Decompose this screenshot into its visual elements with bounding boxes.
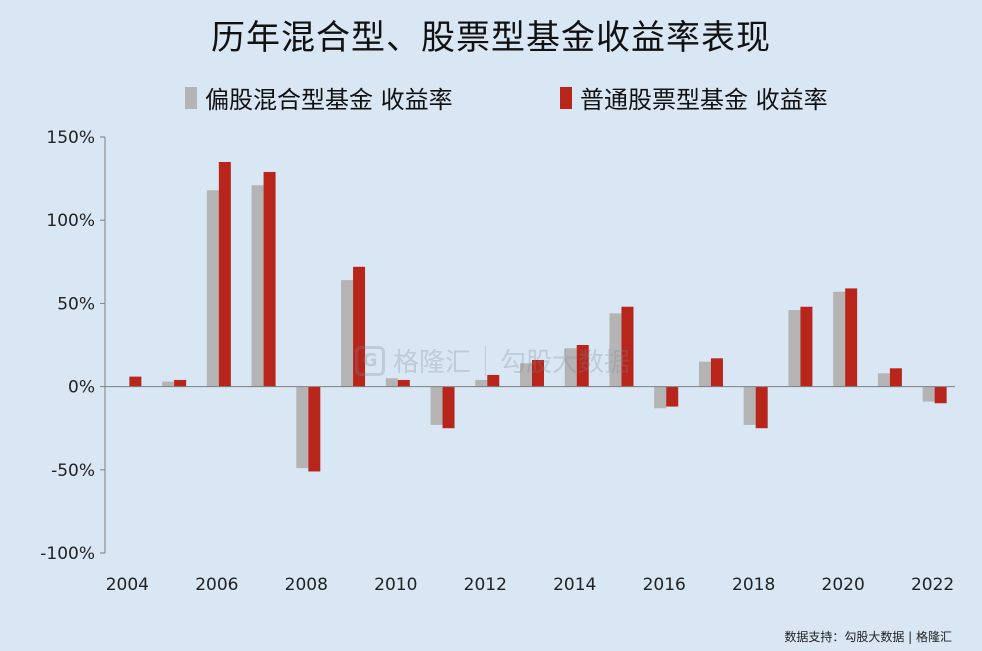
- bar-series-2: [129, 376, 142, 387]
- bar-series-2: [487, 374, 500, 387]
- y-tick-label: 0%: [68, 378, 95, 398]
- bar-series-1: [743, 386, 756, 425]
- legend-label-series-2: 普通股票型基金 收益率: [580, 86, 828, 114]
- x-tick-label: 2014: [553, 575, 596, 595]
- bar-series-1: [922, 386, 935, 402]
- bar-series-2: [218, 161, 231, 387]
- bar-series-1: [385, 378, 398, 387]
- x-tick-label: 2012: [464, 575, 507, 595]
- bar-series-2: [934, 386, 947, 404]
- bar-series-1: [609, 313, 622, 387]
- bar-series-2: [710, 358, 723, 387]
- chart-title: 历年混合型、股票型基金收益率表现: [211, 18, 771, 58]
- legend-item-series-2: 普通股票型基金 收益率: [560, 80, 828, 115]
- bar-series-1: [520, 363, 532, 387]
- bar-series-2: [576, 345, 589, 387]
- bar-series-1: [206, 190, 219, 387]
- y-tick-label: 50%: [57, 294, 95, 314]
- bar-series-1: [475, 379, 488, 387]
- x-tick-label: 2018: [732, 575, 775, 595]
- bar-series-1: [833, 291, 846, 387]
- bar-series-2: [397, 379, 410, 387]
- bar-series-2: [621, 306, 634, 387]
- bar-series-2: [442, 386, 455, 429]
- legend: 偏股混合型基金 收益率 普通股票型基金 收益率: [0, 80, 982, 114]
- x-tick-label: 2006: [195, 575, 238, 595]
- x-tick-label: 2008: [285, 575, 328, 595]
- bar-series-2: [174, 379, 187, 387]
- bar-series-1: [698, 361, 711, 387]
- bar-series-2: [666, 386, 679, 407]
- legend-swatch-series-2: [560, 86, 572, 109]
- bar-series-2: [800, 306, 813, 387]
- bar-series-1: [162, 381, 175, 387]
- bar-series-1: [251, 185, 264, 387]
- y-tick-label: -50%: [51, 461, 95, 481]
- y-tick-label: 150%: [46, 128, 95, 148]
- legend-swatch-series-1: [185, 86, 197, 109]
- bar-series-1: [341, 280, 354, 387]
- bar-series-2: [889, 368, 902, 387]
- bar-series-1: [788, 310, 801, 387]
- data-source-footer: 数据支持：勾股大数据 | 格隆汇: [784, 630, 952, 644]
- bar-series-1: [564, 348, 577, 387]
- bar-series-1: [430, 386, 443, 425]
- bar-series-2: [308, 386, 321, 472]
- x-tick-label: 2010: [374, 575, 417, 595]
- bar-series-2: [845, 288, 858, 387]
- bar-series-1: [654, 386, 667, 409]
- bar-series-1: [296, 386, 309, 469]
- bar-series-2: [263, 171, 276, 387]
- x-tick-label: 2004: [106, 575, 149, 595]
- legend-item-series-1: 偏股混合型基金 收益率: [185, 80, 453, 115]
- bar-series-2: [532, 359, 544, 387]
- x-tick-label: 2020: [822, 575, 865, 595]
- x-tick-label: 2016: [643, 575, 686, 595]
- x-tick-label: 2022: [911, 575, 954, 595]
- bar-series-2: [353, 266, 366, 387]
- y-tick-label: -100%: [40, 544, 95, 564]
- bar-series-2: [755, 386, 768, 429]
- y-tick-label: 100%: [46, 211, 95, 231]
- bar-series-1: [877, 373, 890, 387]
- legend-label-series-1: 偏股混合型基金 收益率: [205, 86, 453, 114]
